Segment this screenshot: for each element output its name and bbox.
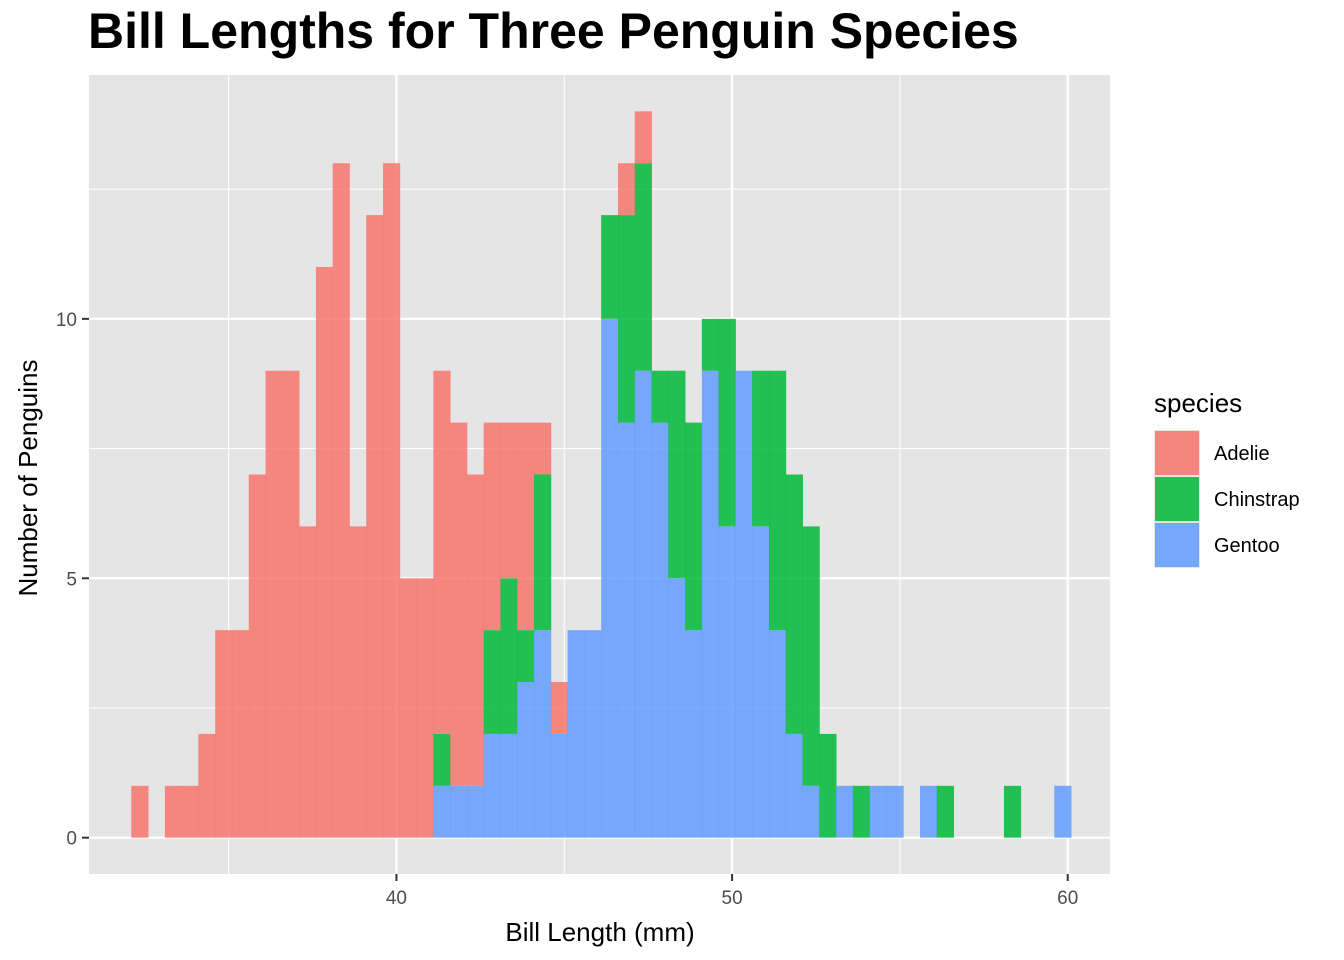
bar-gentoo <box>718 526 736 838</box>
bar-gentoo <box>668 578 686 838</box>
legend-swatch-chinstrap <box>1155 477 1199 521</box>
bar-adelie <box>450 422 468 786</box>
bar-chinstrap <box>802 526 820 786</box>
bar-adelie <box>315 266 334 838</box>
bar-gentoo <box>836 785 854 838</box>
bar-chinstrap <box>752 370 770 527</box>
bar-gentoo <box>752 526 770 838</box>
bar-gentoo <box>584 630 602 838</box>
histogram-bars <box>131 111 1072 838</box>
bar-chinstrap <box>718 318 736 527</box>
bar-adelie <box>248 474 266 838</box>
bar-gentoo <box>701 370 720 838</box>
bar-gentoo <box>550 733 569 838</box>
bar-gentoo <box>735 370 753 838</box>
bar-adelie <box>349 526 367 838</box>
bar-gentoo <box>517 682 535 838</box>
bar-chinstrap <box>651 370 669 423</box>
bar-adelie <box>265 370 283 838</box>
bar-gentoo <box>651 422 669 838</box>
bar-gentoo <box>534 630 552 838</box>
chart-title: Bill Lengths for Three Penguin Species <box>88 3 1019 59</box>
bar-chinstrap <box>819 733 837 838</box>
legend-title: species <box>1154 388 1242 418</box>
bar-adelie <box>282 370 300 838</box>
bar-chinstrap <box>617 215 636 423</box>
bar-adelie <box>383 163 401 838</box>
bar-adelie <box>517 422 535 631</box>
bar-chinstrap <box>534 474 552 631</box>
x-tick-label: 60 <box>1057 888 1078 909</box>
axes: 40 50 60 0 5 10 <box>56 310 1078 909</box>
legend-swatch-adelie <box>1155 431 1199 475</box>
bar-gentoo <box>450 785 468 838</box>
bar-chinstrap <box>852 785 871 838</box>
bar-chinstrap <box>701 318 720 371</box>
y-axis-label: Number of Penguins <box>13 359 43 596</box>
legend-label-chinstrap: Chinstrap <box>1214 489 1300 511</box>
y-tick-label: 10 <box>56 310 77 331</box>
bar-gentoo <box>920 785 938 838</box>
bar-adelie <box>181 785 199 838</box>
bar-gentoo <box>802 785 820 838</box>
bar-chinstrap <box>936 785 954 838</box>
bar-adelie <box>299 526 317 838</box>
bar-gentoo <box>1054 785 1072 838</box>
bar-adelie <box>500 422 518 579</box>
bar-gentoo <box>466 785 485 838</box>
bar-chinstrap <box>517 630 535 683</box>
bar-chinstrap <box>634 163 652 371</box>
bar-gentoo <box>685 630 703 838</box>
bar-gentoo <box>869 785 887 838</box>
bar-adelie <box>198 733 216 838</box>
bar-chinstrap <box>483 630 501 734</box>
bar-gentoo <box>500 733 518 838</box>
bar-adelie <box>215 630 233 838</box>
bar-adelie <box>231 630 250 838</box>
x-axis-label: Bill Length (mm) <box>505 917 694 947</box>
legend-label-gentoo: Gentoo <box>1214 535 1280 557</box>
legend-label-adelie: Adelie <box>1214 443 1270 465</box>
bar-adelie <box>332 163 350 838</box>
legend-swatch-gentoo <box>1155 523 1199 567</box>
bar-adelie <box>483 422 501 631</box>
bar-chinstrap <box>768 370 787 631</box>
bar-adelie <box>634 111 652 164</box>
bar-adelie <box>466 474 485 786</box>
bar-chinstrap <box>601 215 619 319</box>
bar-gentoo <box>768 630 787 838</box>
bar-chinstrap <box>500 578 518 734</box>
bar-adelie <box>399 578 417 838</box>
y-tick-label: 0 <box>66 829 77 850</box>
bar-chinstrap <box>685 422 703 631</box>
bar-gentoo <box>785 733 803 838</box>
bar-gentoo <box>634 370 652 838</box>
bar-gentoo <box>886 785 904 838</box>
x-tick-label: 50 <box>722 888 743 909</box>
bar-adelie <box>550 682 569 734</box>
bar-gentoo <box>567 630 585 838</box>
bar-adelie <box>366 215 384 838</box>
bar-chinstrap <box>668 370 686 579</box>
bar-adelie <box>164 785 183 838</box>
bar-gentoo <box>433 785 451 838</box>
bar-adelie <box>534 422 552 475</box>
grid-minor-lines <box>89 75 1110 874</box>
bar-gentoo <box>617 422 636 838</box>
x-tick-label: 40 <box>386 888 407 909</box>
y-tick-label: 5 <box>66 569 77 590</box>
bar-adelie <box>617 163 636 216</box>
bar-gentoo <box>601 318 619 838</box>
bar-chinstrap <box>785 474 803 734</box>
bar-adelie <box>433 370 451 734</box>
legend: species Adelie Chinstrap Gentoo <box>1154 388 1300 568</box>
bar-adelie <box>131 785 149 838</box>
bar-gentoo <box>483 733 501 838</box>
bar-adelie <box>416 578 434 838</box>
bar-chinstrap <box>433 733 451 786</box>
bar-chinstrap <box>1003 785 1022 838</box>
